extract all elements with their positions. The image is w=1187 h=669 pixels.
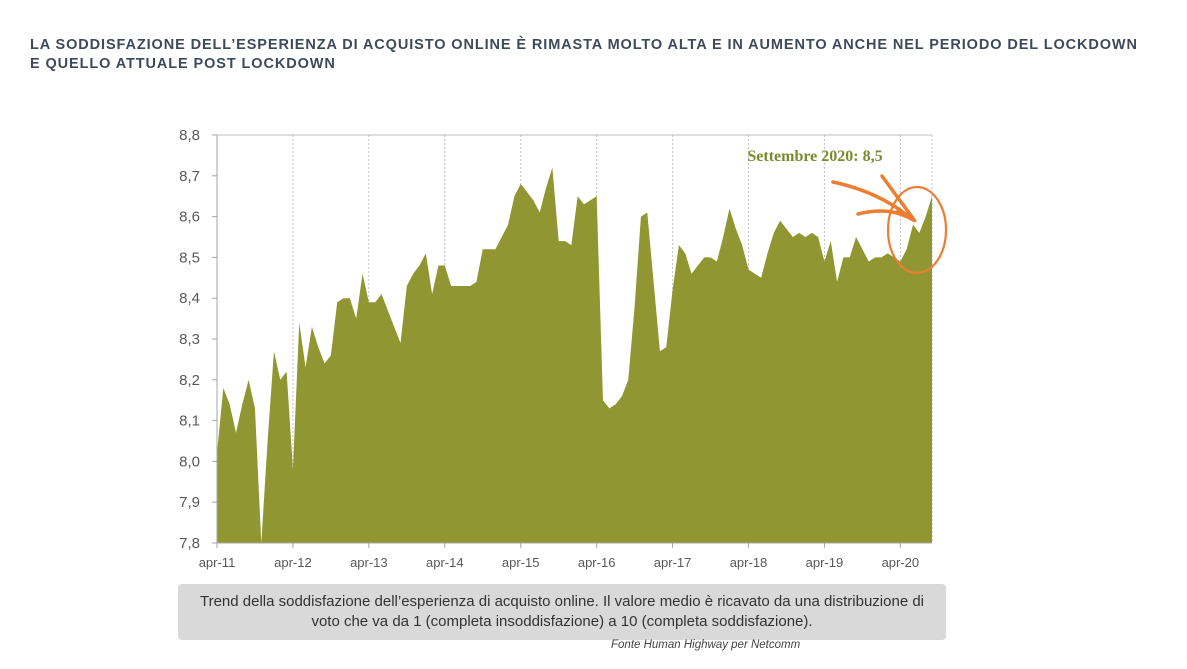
page-title: LA SODDISFAZIONE DELL’ESPERIENZA DI ACQU…: [30, 37, 1138, 72]
y-tick-label: 8,8: [179, 127, 200, 144]
x-tick-label: apr-19: [806, 555, 844, 570]
x-tick-label: apr-12: [274, 555, 312, 570]
x-tick-label: apr-13: [350, 555, 388, 570]
x-tick-label: apr-16: [578, 555, 616, 570]
axes: [212, 134, 932, 548]
area-series: [217, 167, 932, 543]
y-tick-label: 8,3: [179, 331, 200, 348]
series-area: [217, 167, 932, 543]
x-tick-label: apr-17: [654, 555, 692, 570]
annotation-label: Settembre 2020: 8,5: [747, 148, 882, 165]
y-tick-label: 8,0: [179, 453, 200, 470]
chart-caption-box: Trend della soddisfazione dell’esperienz…: [178, 584, 946, 640]
chart-caption-text: Trend della soddisfazione dell’esperienz…: [199, 593, 925, 630]
y-tick-label: 7,9: [179, 494, 200, 511]
y-tick-labels: 7,8 7,9 8,0 8,1 8,2 8,3 8,4 8,5 8,6 8,7 8,8: [179, 127, 200, 552]
y-tick-label: 8,7: [179, 168, 200, 185]
y-tick-label: 8,1: [179, 413, 200, 430]
x-tick-label: apr-11: [199, 555, 236, 570]
source-note: Fonte Human Highway per Netcomm: [611, 639, 801, 651]
x-tick-label: apr-15: [502, 555, 540, 570]
y-tick-label: 7,8: [179, 535, 200, 552]
x-tick-label: apr-18: [730, 555, 768, 570]
annotation-arrowhead: [880, 174, 917, 223]
y-tick-label: 8,4: [179, 290, 200, 307]
y-tick-label: 8,6: [179, 209, 200, 226]
y-tick-label: 8,2: [179, 372, 200, 389]
x-tick-label: apr-20: [882, 555, 920, 570]
x-tick-labels: apr-11 apr-12 apr-13 apr-14 apr-15 apr-16 apr-…: [199, 555, 919, 570]
x-tick-label: apr-14: [426, 555, 464, 570]
annotation-circle: [886, 185, 948, 275]
y-tick-label: 8,5: [179, 249, 200, 266]
callout: Settembre 2020: 8,5: [747, 148, 948, 275]
